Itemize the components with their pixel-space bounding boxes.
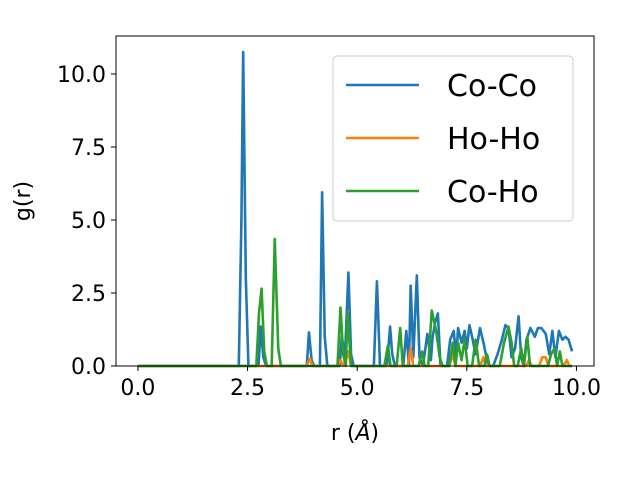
y-tick-label: 2.5 — [71, 282, 106, 307]
plot-area-frame — [115, 35, 595, 367]
x-tick-label: 2.5 — [230, 376, 265, 401]
x-tick-label: 7.5 — [449, 376, 484, 401]
y-tick-label: 10.0 — [57, 63, 106, 88]
y-tick-label: 0.0 — [71, 355, 106, 380]
legend-label-co-co: Co-Co — [447, 69, 537, 104]
y-axis-label: g(r) — [11, 181, 36, 221]
y-axis: 0.0 2.5 5.0 7.5 10.0 — [57, 63, 116, 380]
x-tick-label: 10.0 — [552, 376, 601, 401]
y-tick-label: 7.5 — [71, 136, 106, 161]
legend: Co-Co Ho-Ho Co-Ho — [332, 55, 574, 222]
y-tick-label: 5.0 — [71, 209, 106, 234]
legend-label-co-ho: Co-Ho — [447, 175, 539, 210]
x-axis: 0.0 2.5 5.0 7.5 10.0 — [120, 366, 601, 401]
x-tick-label: 5.0 — [340, 376, 375, 401]
legend-box — [332, 55, 574, 222]
legend-label-ho-ho: Ho-Ho — [447, 122, 540, 157]
x-tick-label: 0.0 — [120, 376, 155, 401]
x-axis-label: r (Å) — [331, 419, 379, 446]
